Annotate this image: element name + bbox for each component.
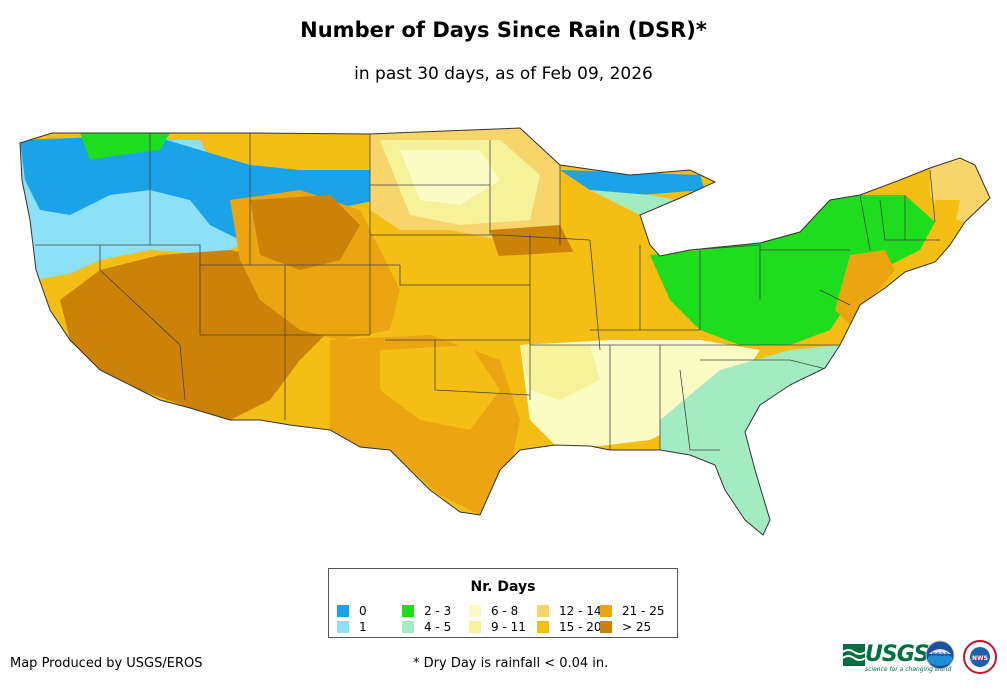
zone-southeast-45: [660, 345, 840, 535]
noaa-logo-icon: noaa: [925, 640, 955, 670]
usgs-logo: USGS: [843, 642, 930, 667]
legend-swatch: [337, 605, 349, 617]
legend-swatch: [537, 621, 549, 633]
zone-plains-6: [400, 150, 500, 205]
legend-item: 12 - 14: [537, 604, 602, 618]
legend-item: 1: [337, 620, 367, 634]
nws-logo-icon: NWS: [963, 640, 997, 674]
legend-swatch: [600, 621, 612, 633]
legend-item: 4 - 5: [402, 620, 451, 634]
legend-label: > 25: [622, 620, 652, 634]
footnote-text: * Dry Day is rainfall < 0.04 in.: [413, 656, 609, 671]
legend-swatch: [469, 621, 481, 633]
usgs-wave-icon: [843, 643, 865, 666]
usgs-tagline: science for a changing world: [865, 666, 952, 673]
zone-central-15: [400, 250, 650, 350]
legend-item: 21 - 25: [600, 604, 665, 618]
legend-swatch: [469, 605, 481, 617]
us-dsr-map: [19, 127, 991, 536]
zone-texas-15: [380, 345, 500, 430]
zone-rockies-25: [250, 195, 360, 270]
legend-swatch: [600, 605, 612, 617]
legend-item: 2 - 3: [402, 604, 451, 618]
credit-text: Map Produced by USGS/EROS: [10, 656, 203, 671]
legend-label: 4 - 5: [424, 620, 452, 634]
legend: Nr. Days 0 1 2 - 3 4 - 5 6 - 8 9 - 11 12…: [328, 568, 678, 638]
zone-mn-blue: [560, 170, 705, 195]
noaa-text: noaa: [932, 651, 949, 658]
legend-label: 6 - 8: [491, 604, 519, 618]
zone-ohio-23: [650, 195, 935, 345]
legend-swatch: [402, 605, 414, 617]
legend-item: 0: [337, 604, 367, 618]
legend-label: 21 - 25: [622, 604, 665, 618]
agency-logos: USGS science for a changing world noaa N…: [843, 640, 1003, 680]
legend-swatch: [337, 621, 349, 633]
legend-label: 0: [359, 604, 367, 618]
zone-east-coast-21: [835, 250, 895, 325]
zone-maine-15: [935, 200, 960, 225]
legend-label: 2 - 3: [424, 604, 452, 618]
zone-pnw-green: [80, 133, 170, 160]
map-subtitle: in past 30 days, as of Feb 09, 2026: [354, 64, 653, 84]
state-borders: [35, 133, 940, 451]
usgs-wordmark: USGS: [865, 642, 930, 667]
legend-item: 6 - 8: [469, 604, 518, 618]
zone-south-9: [520, 345, 600, 400]
legend-label: 1: [359, 620, 367, 634]
legend-swatch: [402, 621, 414, 633]
legend-label: 12 - 14: [559, 604, 602, 618]
zone-pnw-0day: [20, 135, 420, 240]
legend-item: 15 - 20: [537, 620, 602, 634]
us-outline: [19, 127, 991, 536]
nws-text: NWS: [972, 655, 988, 662]
legend-swatch: [537, 605, 549, 617]
legend-item: 9 - 11: [469, 620, 526, 634]
legend-label: 15 - 20: [559, 620, 602, 634]
legend-title: Nr. Days: [470, 579, 536, 595]
legend-item: > 25: [600, 620, 651, 634]
legend-label: 9 - 11: [491, 620, 526, 634]
map-title: Number of Days Since Rain (DSR)*: [300, 18, 707, 42]
